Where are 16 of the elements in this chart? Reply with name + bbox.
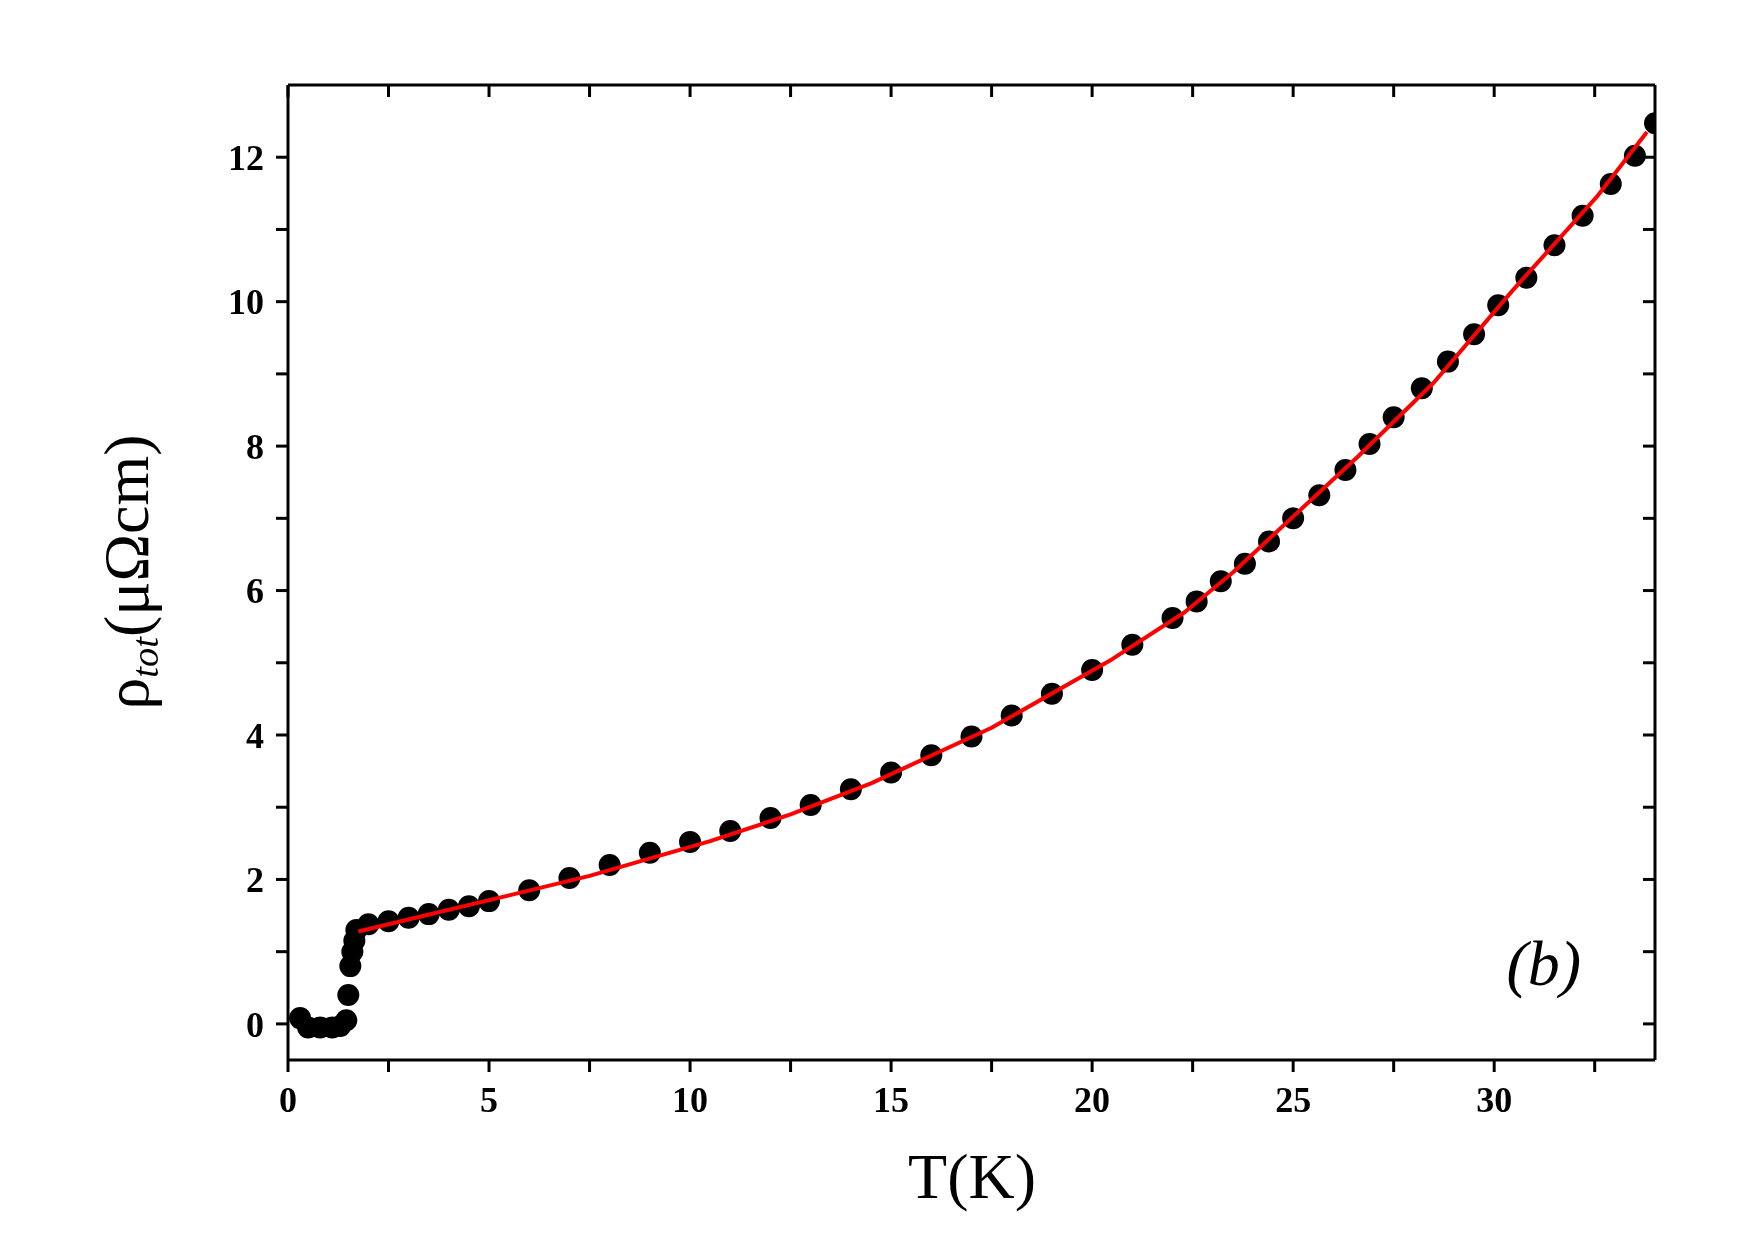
y-tick-label: 10	[228, 282, 264, 323]
x-tick-label: 15	[873, 1079, 910, 1120]
x-tick-label: 30	[1476, 1079, 1513, 1120]
x-tick-label: 20	[1074, 1079, 1111, 1120]
x-tick-label: 10	[672, 1079, 709, 1120]
x-tick-label: 0	[279, 1079, 297, 1120]
y-tick-label: 12	[228, 138, 264, 178]
y-tick-label: 8	[246, 426, 264, 467]
x-axis-title: T(K)	[908, 1141, 1036, 1212]
x-tick-label: 5	[480, 1079, 499, 1120]
annotation: (b)	[1506, 928, 1581, 999]
y-tick-label: 2	[246, 860, 264, 901]
y-tick-label: 0	[246, 1004, 264, 1045]
y-tick-label: 6	[246, 571, 264, 612]
y-tick-label: 4	[246, 715, 264, 756]
x-tick-label: 25	[1275, 1079, 1312, 1120]
